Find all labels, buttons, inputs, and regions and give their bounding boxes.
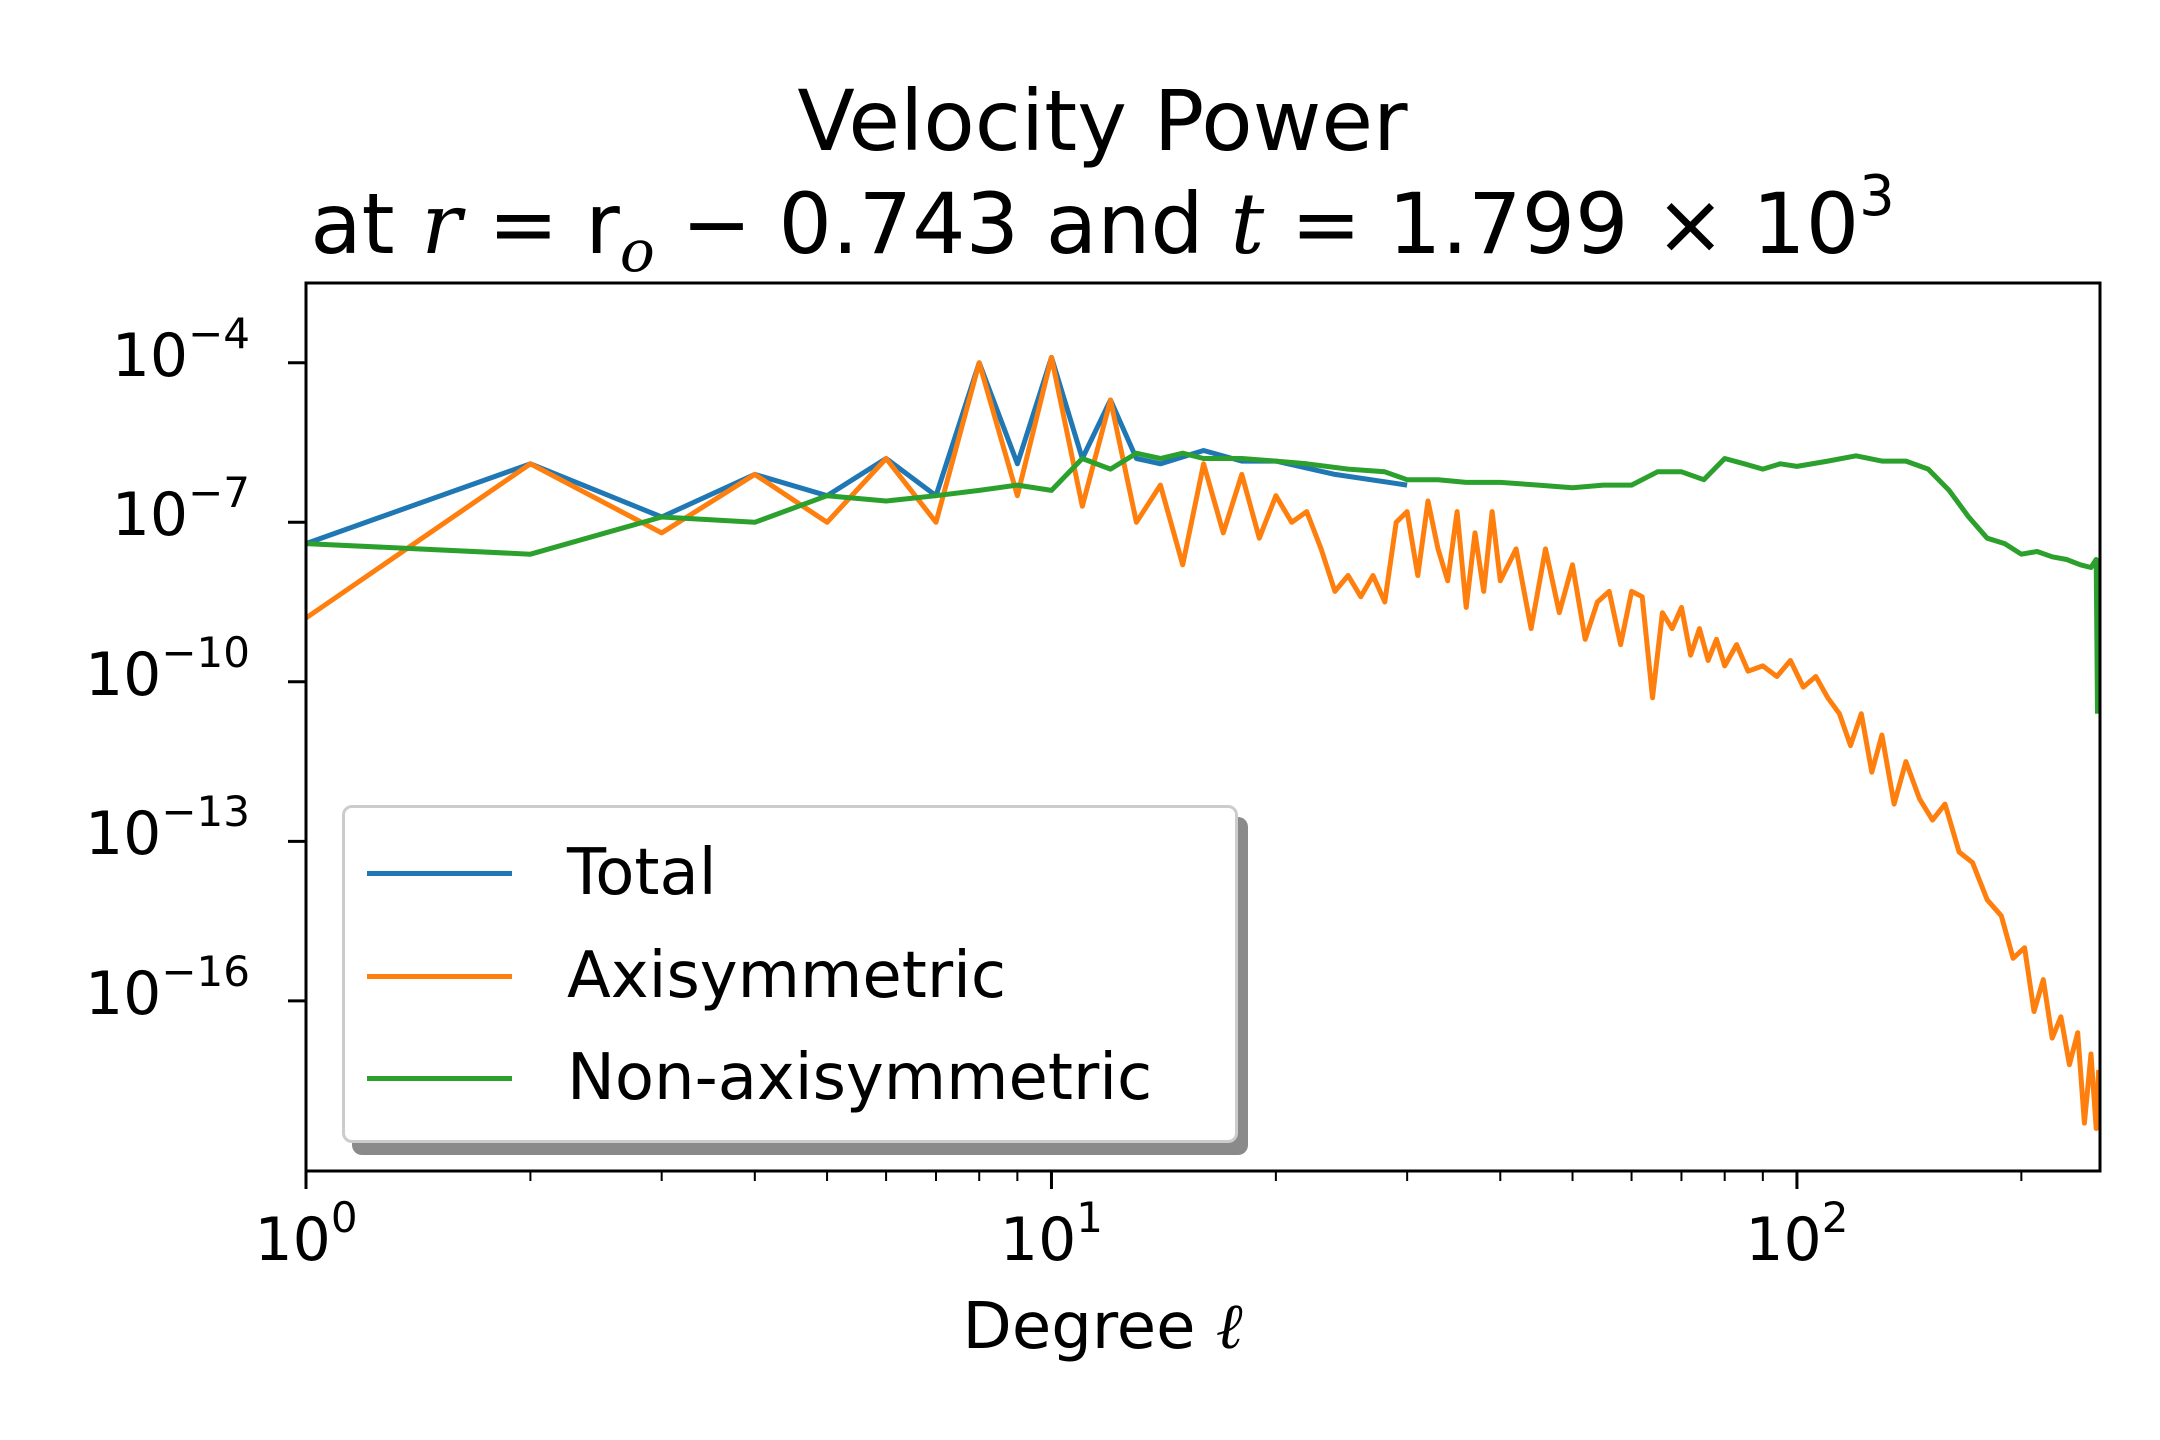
series-line-non-axisymmetric	[305, 450, 2100, 714]
legend-swatch-non-axisymmetric	[367, 1075, 512, 1081]
y-tick-label: 10−4	[111, 308, 250, 391]
series-layer	[304, 354, 2102, 1131]
y-tick-label: 10−7	[111, 468, 250, 551]
y-tick-label: 10−16	[85, 946, 250, 1029]
legend-label-axisymmetric: Axisymmetric	[567, 939, 1007, 1013]
y-tick-label: 10−10	[85, 627, 250, 710]
x-axis-label: Degree ℓ	[962, 1290, 1243, 1364]
x-tick-label: 100	[254, 1193, 358, 1276]
x-tick-label: 102	[1745, 1193, 1849, 1276]
legend-label-total: Total	[567, 836, 717, 910]
tick-layer	[288, 361, 2023, 1189]
series-line-axisymmetric	[304, 354, 2102, 1131]
chart-subtitle: at r = ro − 0.743 and t = 1.799 × 103	[310, 164, 1895, 285]
legend-swatch-axisymmetric	[367, 973, 512, 979]
series-line-total	[305, 354, 1408, 546]
x-tick-label: 101	[999, 1193, 1103, 1276]
plot-frame	[304, 281, 2102, 1173]
legend: Total Axisymmetric Non-axisymmetric	[342, 805, 1238, 1143]
legend-swatch-total	[367, 870, 512, 876]
legend-label-non-axisymmetric: Non-axisymmetric	[567, 1041, 1153, 1115]
chart-title: Velocity Power	[797, 72, 1408, 170]
y-tick-label: 10−13	[85, 787, 250, 870]
